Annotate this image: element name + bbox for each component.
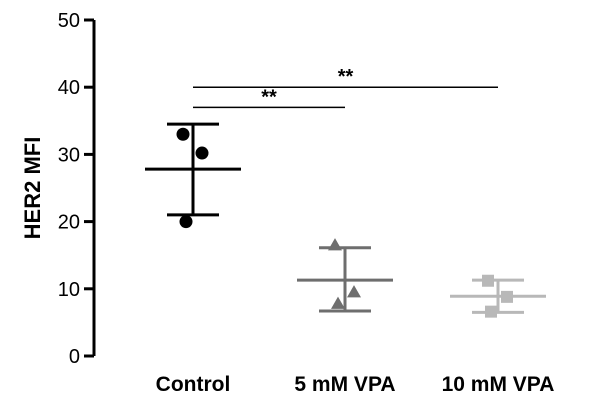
y-axis-title: HER2 MFI [20,137,45,240]
significance-label: ** [338,66,354,88]
category-label: Control [156,373,231,396]
group-5-mm-vpa [297,238,393,313]
data-point [331,296,345,309]
data-point [195,146,209,160]
labels: HER2 MFI Control 5 mM VPA 10 mM VPA [20,137,554,396]
data-groups [145,122,546,318]
data-point [485,305,497,318]
axis: 0 10 20 30 40 50 [58,10,96,368]
data-point [176,127,190,141]
significance-brackets: ** ** [193,66,498,108]
y-tick-label: 50 [58,10,80,32]
y-tick-label: 30 [58,144,80,166]
y-tick-label: 10 [58,279,80,301]
y-tick-label: 20 [58,212,80,234]
data-point [328,238,342,251]
group-10-mm-vpa [450,274,546,318]
data-point [501,290,513,303]
y-tick-label: 0 [69,346,80,368]
category-label: 5 mM VPA [294,373,395,396]
y-tick-label: 40 [58,77,80,99]
category-label: 10 mM VPA [442,373,555,396]
data-point [482,274,494,287]
significance-label: ** [261,86,277,108]
data-point [179,215,193,229]
group-control [145,122,241,229]
data-point [347,285,361,298]
